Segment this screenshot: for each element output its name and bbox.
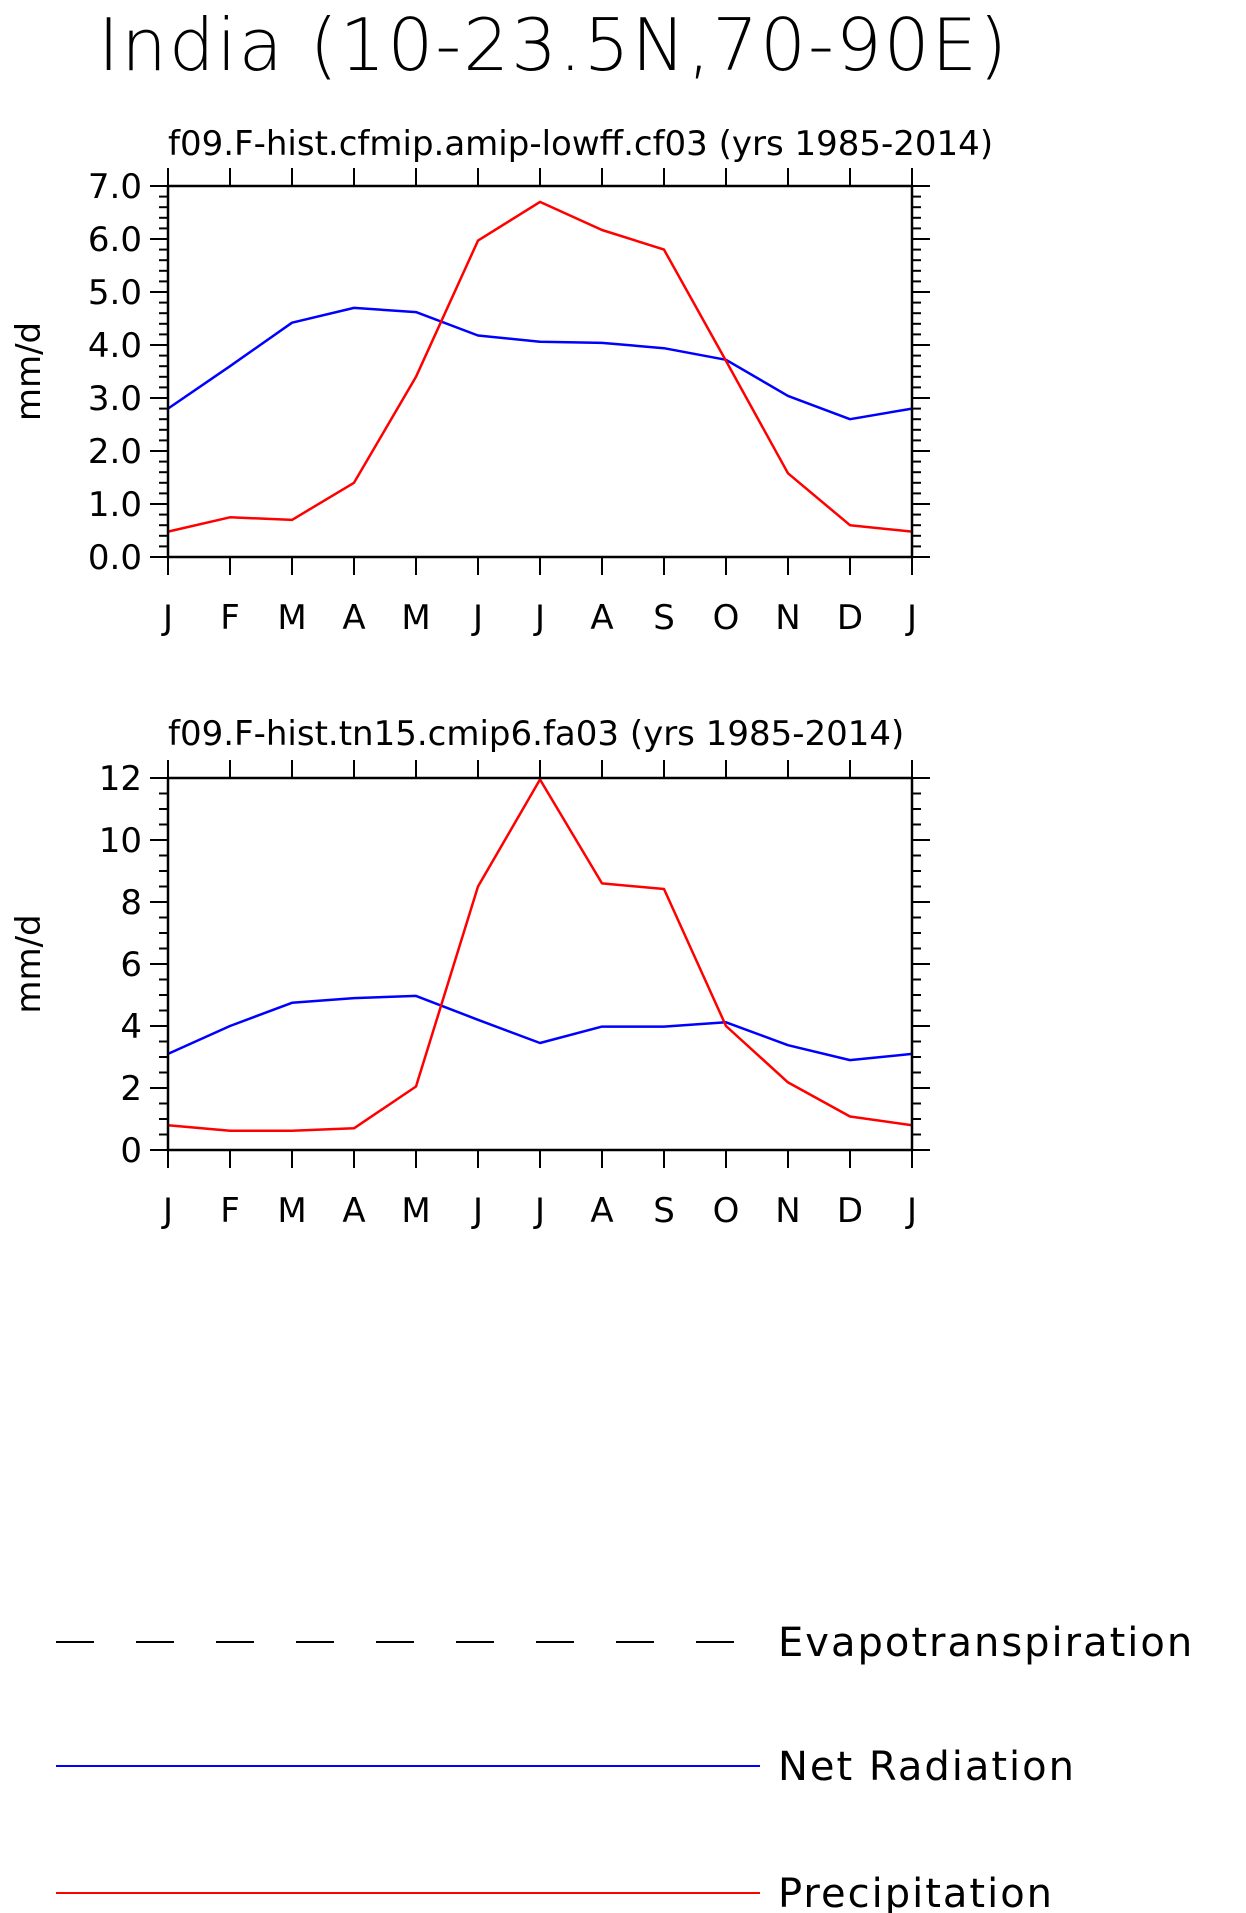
x-tick-label: D [837,1191,863,1231]
series-line-net-radiation [167,306,913,421]
x-tick-label: J [161,598,173,638]
y-tick-label: 1.0 [88,485,142,525]
chart-title: f09.F-hist.tn15.cmip6.fa03 (yrs 1985-201… [168,714,904,754]
x-tick-label: F [220,1191,240,1231]
x-tick-label: M [277,1191,306,1231]
y-tick-label: 0.0 [88,538,142,578]
y-tick-label: 4.0 [88,326,142,366]
chart-panel-1: f09.F-hist.cfmip.amip-lowff.cf03 (yrs 19… [9,124,993,638]
x-tick-label: J [533,1191,545,1231]
x-tick-label: J [533,598,545,638]
x-tick-label: A [342,598,365,638]
x-tick-label: O [713,598,740,638]
page-title: India (10-23.5N,70-90E) [98,3,1010,87]
y-tick-label: 8 [120,883,142,923]
chart-panel-2: f09.F-hist.tn15.cmip6.fa03 (yrs 1985-201… [9,714,930,1231]
x-tick-label: S [653,598,675,638]
y-tick-label: 0 [120,1131,142,1171]
x-tick-label: M [401,1191,430,1231]
x-tick-label: N [775,1191,800,1231]
x-tick-label: O [713,1191,740,1231]
x-tick-label: D [837,598,863,638]
plot-frame [166,776,914,1152]
x-tick-label: J [905,1191,917,1231]
x-tick-label: S [653,1191,675,1231]
x-tick-label: M [401,598,430,638]
y-tick-label: 2 [120,1069,142,1109]
y-tick-label: 6.0 [88,220,142,260]
y-axis-label: mm/d [9,322,49,421]
y-tick-label: 6 [120,945,142,985]
plot-frame [166,184,914,559]
legend-label: Precipitation [778,1871,1054,1913]
legend-label: Evapotranspiration [778,1620,1194,1666]
legend: Evapotranspiration Net Radiation Precipita… [56,1620,1194,1913]
y-tick-label: 5.0 [88,273,142,313]
x-tick-label: J [905,598,917,638]
y-tick-label: 7.0 [88,167,142,207]
x-tick-label: A [590,598,613,638]
series-line-precipitation [167,778,913,1133]
legend-label: Net Radiation [778,1744,1076,1790]
y-axis-label: mm/d [9,914,49,1013]
chart-title: f09.F-hist.cfmip.amip-lowff.cf03 (yrs 19… [168,124,993,164]
series-line-net-radiation [167,994,913,1062]
y-tick-label: 2.0 [88,432,142,472]
series-line-precipitation [167,200,913,533]
y-tick-label: 4 [120,1007,142,1047]
x-tick-label: A [342,1191,365,1231]
y-tick-label: 10 [99,821,142,861]
y-tick-label: 12 [99,759,142,799]
x-tick-label: M [277,598,306,638]
x-tick-label: J [471,1191,483,1231]
x-tick-label: N [775,598,800,638]
x-tick-label: J [471,598,483,638]
x-tick-label: J [161,1191,173,1231]
y-tick-label: 3.0 [88,379,142,419]
x-tick-label: F [220,598,240,638]
x-tick-label: A [590,1191,613,1231]
